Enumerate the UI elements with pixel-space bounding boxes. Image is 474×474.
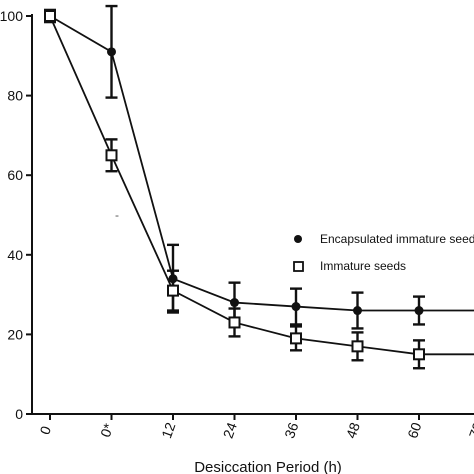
data-point bbox=[228, 316, 241, 329]
data-point bbox=[413, 348, 425, 361]
data-point bbox=[290, 332, 302, 345]
y-tick-label: 40 bbox=[7, 247, 23, 263]
data-point bbox=[44, 10, 56, 22]
legend-label: Immature seeds bbox=[320, 259, 406, 273]
data-point bbox=[414, 306, 424, 316]
series-encapsulated bbox=[44, 4, 474, 330]
x-tick-label: 24 bbox=[220, 420, 240, 440]
stray-dash: - bbox=[115, 208, 119, 222]
x-tick-label: 60 bbox=[404, 420, 424, 440]
series-immature bbox=[44, 8, 474, 370]
data-point bbox=[351, 340, 364, 353]
data-point bbox=[353, 306, 362, 316]
series-line bbox=[49, 15, 474, 356]
series-layer bbox=[44, 4, 474, 370]
y-tick-label: 60 bbox=[7, 167, 23, 183]
data-point bbox=[167, 284, 179, 297]
x-tick-label: 0 bbox=[36, 424, 54, 437]
x-ticks: 0 0* 12 24 36 48 60 72 bbox=[36, 414, 474, 440]
y-tick-label: 20 bbox=[7, 326, 23, 342]
data-point bbox=[105, 149, 118, 162]
data-point bbox=[291, 302, 301, 312]
x-tick-label: 36 bbox=[281, 420, 301, 440]
data-point bbox=[230, 298, 239, 308]
x-tick-label: 0* bbox=[97, 421, 117, 439]
x-axis-title: Desiccation Period (h) bbox=[194, 459, 342, 474]
y-ticks: 0 20 40 60 80 100 bbox=[0, 8, 32, 422]
series-line bbox=[49, 15, 474, 312]
legend-label: Encapsulated immature seeds bbox=[320, 232, 474, 246]
data-point bbox=[107, 47, 116, 57]
y-tick-label: 100 bbox=[0, 8, 23, 24]
y-tick-label: 80 bbox=[7, 88, 23, 104]
legend-marker bbox=[293, 261, 304, 272]
y-tick-label: 0 bbox=[15, 406, 23, 422]
x-tick-label: 12 bbox=[158, 420, 178, 440]
x-tick-label: 72 bbox=[466, 420, 474, 440]
x-tick-label: 48 bbox=[343, 420, 363, 440]
legend: Encapsulated immature seeds Immature seed… bbox=[293, 232, 474, 273]
legend-marker bbox=[294, 235, 302, 243]
